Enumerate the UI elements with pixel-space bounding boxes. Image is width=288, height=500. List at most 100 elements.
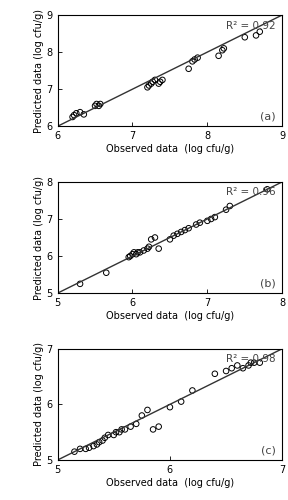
Point xyxy=(175,230,180,238)
Point xyxy=(242,33,247,42)
Point xyxy=(78,445,82,453)
Point xyxy=(95,440,99,448)
Point xyxy=(156,80,161,88)
Point xyxy=(98,100,103,108)
Point xyxy=(82,110,86,118)
Point xyxy=(213,213,217,221)
Point xyxy=(186,65,191,73)
Point xyxy=(114,428,118,436)
Point xyxy=(257,28,262,36)
Point xyxy=(190,386,195,394)
Point xyxy=(246,362,251,370)
Point xyxy=(134,250,139,258)
Point xyxy=(229,364,234,372)
Point xyxy=(147,82,151,90)
Point xyxy=(145,244,150,252)
Point xyxy=(213,370,217,378)
Point xyxy=(160,76,165,84)
Point xyxy=(195,54,200,62)
Y-axis label: Predicted data (log cfu/g): Predicted data (log cfu/g) xyxy=(34,8,44,132)
Point xyxy=(145,84,150,92)
Point xyxy=(141,246,146,254)
Point xyxy=(241,364,245,372)
Point xyxy=(147,243,151,251)
Point xyxy=(216,52,221,60)
Point xyxy=(198,218,202,226)
Point xyxy=(72,111,76,119)
Point xyxy=(205,217,210,225)
Point xyxy=(78,108,82,116)
Text: (c): (c) xyxy=(261,446,276,456)
X-axis label: Observed data  (log cfu/g): Observed data (log cfu/g) xyxy=(106,144,234,154)
Point xyxy=(145,406,150,414)
Point xyxy=(78,280,82,288)
Point xyxy=(257,358,262,366)
Point xyxy=(156,422,161,430)
Point xyxy=(130,250,135,258)
Point xyxy=(103,434,107,442)
Point xyxy=(134,420,139,428)
Point xyxy=(104,268,109,276)
Point xyxy=(100,436,105,444)
Point xyxy=(254,32,258,40)
X-axis label: Observed data  (log cfu/g): Observed data (log cfu/g) xyxy=(106,311,234,321)
Point xyxy=(224,367,228,375)
Point xyxy=(190,58,195,66)
Point xyxy=(209,215,213,223)
Point xyxy=(91,442,96,450)
Point xyxy=(221,44,226,52)
Point xyxy=(265,186,270,194)
Point xyxy=(87,444,91,452)
Point xyxy=(106,431,111,439)
Point xyxy=(150,78,155,86)
Point xyxy=(123,426,127,434)
Point xyxy=(168,403,172,411)
Point xyxy=(70,113,75,121)
Point xyxy=(158,78,162,86)
Point xyxy=(94,100,99,108)
Point xyxy=(72,448,77,456)
Point xyxy=(171,232,176,239)
Point xyxy=(149,80,154,88)
Y-axis label: Predicted data (log cfu/g): Predicted data (log cfu/g) xyxy=(34,176,44,300)
Point xyxy=(186,224,191,232)
Point xyxy=(156,244,161,252)
Point xyxy=(224,206,228,214)
Point xyxy=(128,252,132,260)
Point xyxy=(138,248,142,256)
Text: (b): (b) xyxy=(260,278,276,288)
Point xyxy=(153,76,157,84)
Point xyxy=(126,253,131,261)
Point xyxy=(153,234,157,241)
Point xyxy=(249,358,253,366)
Point xyxy=(235,362,240,370)
Point xyxy=(74,110,79,118)
Y-axis label: Predicted data (log cfu/g): Predicted data (log cfu/g) xyxy=(34,342,44,466)
Point xyxy=(168,236,172,244)
Point xyxy=(252,358,257,366)
Point xyxy=(183,226,187,234)
Point xyxy=(93,102,97,110)
Text: (a): (a) xyxy=(260,112,276,122)
Point xyxy=(179,398,183,406)
Point xyxy=(96,102,101,110)
Point xyxy=(132,248,136,256)
Point xyxy=(179,228,183,236)
Point xyxy=(192,56,197,64)
X-axis label: Observed data  (log cfu/g): Observed data (log cfu/g) xyxy=(106,478,234,488)
Point xyxy=(128,422,133,430)
Point xyxy=(97,438,101,446)
Text: R² = 0.96: R² = 0.96 xyxy=(226,188,276,198)
Point xyxy=(140,412,144,420)
Text: R² = 0.92: R² = 0.92 xyxy=(226,20,276,30)
Point xyxy=(135,248,140,256)
Point xyxy=(228,202,232,210)
Point xyxy=(117,428,122,436)
Point xyxy=(194,220,198,228)
Point xyxy=(119,426,124,434)
Point xyxy=(111,431,116,439)
Point xyxy=(220,46,225,54)
Point xyxy=(149,236,154,244)
Text: R² = 0.98: R² = 0.98 xyxy=(226,354,276,364)
Point xyxy=(84,445,88,453)
